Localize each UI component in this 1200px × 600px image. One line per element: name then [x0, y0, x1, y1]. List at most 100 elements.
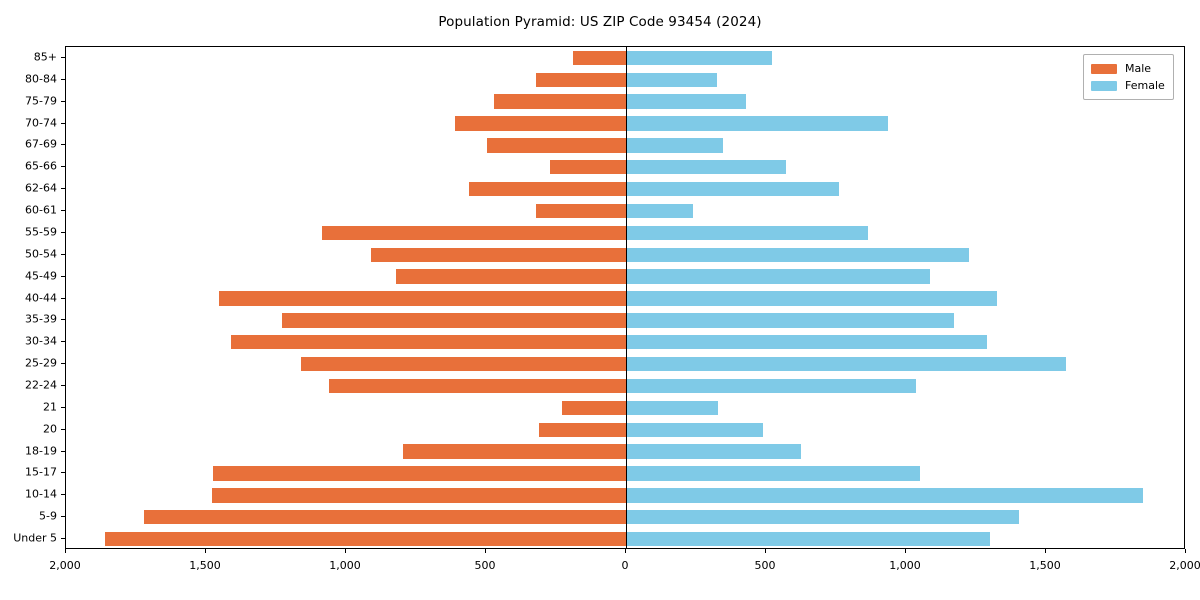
y-axis-tick	[61, 494, 65, 496]
bar-row	[66, 313, 1184, 328]
y-axis-tick	[61, 253, 65, 255]
x-axis-tick-label: 500	[474, 559, 496, 572]
bar-female	[626, 160, 786, 175]
bar-row	[66, 444, 1184, 459]
y-axis-tick	[61, 144, 65, 146]
x-axis-tick	[1045, 549, 1046, 553]
bar-male	[218, 291, 626, 306]
x-axis-tick-label: 1,000	[329, 559, 361, 572]
legend-item-female: Female	[1091, 77, 1165, 94]
legend-label-male: Male	[1125, 62, 1152, 75]
bar-female	[626, 444, 801, 459]
bar-male	[539, 422, 626, 437]
bar-female	[626, 531, 990, 547]
bar-row	[66, 378, 1184, 394]
x-axis-tick	[905, 549, 906, 553]
bar-female	[626, 356, 1066, 372]
bar-female	[626, 181, 839, 197]
bar-row	[66, 466, 1184, 481]
y-axis-tick-label: 70-74	[25, 116, 57, 130]
plot-area	[65, 46, 1185, 549]
y-axis-tick	[61, 406, 65, 408]
chart-title: Population Pyramid: US ZIP Code 93454 (2…	[438, 14, 762, 30]
x-axis-tick-label: 1,000	[889, 559, 921, 572]
bar-row	[66, 225, 1184, 241]
bar-male	[213, 466, 626, 481]
y-axis-tick-label: 80-84	[25, 72, 57, 86]
y-axis-tick	[61, 450, 65, 452]
bar-male	[572, 50, 626, 66]
bar-male	[281, 313, 626, 328]
y-axis-tick-label: Under 5	[13, 531, 57, 545]
y-axis-tick	[61, 231, 65, 233]
bar-female	[626, 138, 723, 153]
bar-female	[626, 94, 747, 109]
y-axis-ticks	[0, 46, 65, 549]
bar-male	[211, 488, 626, 503]
x-axis-tick-label: 0	[621, 559, 629, 572]
bar-female	[626, 335, 988, 350]
bar-male	[105, 531, 626, 547]
x-axis-tick	[65, 549, 66, 553]
bar-row	[66, 291, 1184, 306]
x-axis-ticks	[65, 549, 1186, 555]
x-axis-tick-label: 1,500	[189, 559, 221, 572]
bar-row	[66, 94, 1184, 109]
y-axis-tick	[61, 319, 65, 321]
bar-row	[66, 247, 1184, 262]
x-axis-tick	[205, 549, 206, 553]
x-axis-labels: 2,000 1,500 1,000 500 0 500 1,000 1,500 2,000	[49, 549, 1200, 589]
y-axis-tick-label: 5-9	[39, 509, 57, 523]
y-axis-tick-label: 75-79	[25, 94, 57, 108]
bar-row	[66, 488, 1184, 503]
y-axis-tick	[61, 516, 65, 518]
y-axis-tick-label: 65-66	[25, 159, 57, 173]
bar-female	[626, 72, 717, 87]
bar-male	[371, 247, 626, 262]
y-axis-tick-label: 85+	[33, 50, 57, 64]
y-axis-tick-label: 10-14	[25, 487, 57, 501]
x-axis-tick	[625, 549, 626, 553]
bar-row	[66, 160, 1184, 175]
y-axis-tick-label: 50-54	[25, 247, 57, 261]
bar-male	[329, 378, 626, 394]
y-axis-tick	[61, 275, 65, 277]
y-axis-tick-label: 40-44	[25, 291, 57, 304]
x-axis-tick	[485, 549, 486, 553]
y-axis-tick	[61, 363, 65, 365]
y-axis-tick-label: 55-59	[25, 225, 57, 239]
x-axis-tick-label: 2,000	[49, 559, 81, 572]
x-axis-tick-label: 500	[754, 559, 776, 572]
y-axis-tick-label: 15-17	[25, 465, 57, 479]
bar-male	[536, 72, 626, 87]
bar-female	[626, 378, 916, 394]
x-axis-tick-label: 2,000	[1169, 559, 1200, 572]
y-axis-tick	[61, 166, 65, 168]
bar-female	[626, 225, 869, 241]
legend-swatch-female	[1091, 80, 1117, 91]
bar-female	[626, 400, 719, 416]
x-axis-tick	[345, 549, 346, 553]
y-axis-tick-label: 35-39	[25, 312, 57, 326]
bar-row	[66, 422, 1184, 437]
bar-male	[469, 181, 626, 197]
bar-male	[301, 356, 626, 372]
bars-container	[66, 47, 1184, 548]
y-axis-tick	[61, 188, 65, 190]
x-axis-tick-label: 1,500	[1029, 559, 1061, 572]
bar-row	[66, 203, 1184, 219]
bar-row	[66, 509, 1184, 525]
bar-row	[66, 269, 1184, 284]
y-axis-tick	[61, 100, 65, 102]
y-axis-tick	[61, 297, 65, 299]
bar-female	[626, 488, 1143, 503]
bar-female	[626, 422, 764, 437]
bar-row	[66, 531, 1184, 547]
y-axis-tick-label: 18-19	[25, 444, 57, 458]
bar-row	[66, 356, 1184, 372]
bar-male	[536, 203, 626, 219]
bar-female	[626, 509, 1020, 525]
y-axis-tick-label: 22-24	[25, 378, 57, 392]
bar-male	[396, 269, 626, 284]
bar-row	[66, 181, 1184, 197]
